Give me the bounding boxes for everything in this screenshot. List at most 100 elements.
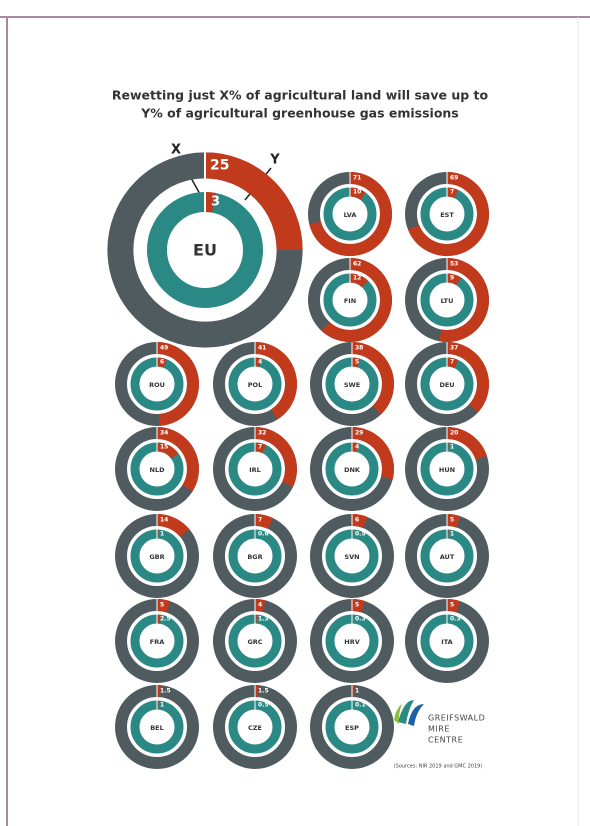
center [336,625,368,657]
outer-label: 1 [355,688,359,695]
center [141,625,173,657]
center [336,711,368,743]
outer-label: 20 [450,430,458,437]
inner-label: 12 [353,275,361,282]
outer-label: 49 [160,345,168,352]
center [141,368,173,400]
outer-label: 4 [258,602,262,609]
center [431,453,463,485]
outer-label: 69 [450,175,458,182]
inner-label: 4 [355,444,359,451]
center [334,198,366,230]
center [141,540,173,572]
inner-label: 3 [211,195,220,210]
outer-share [254,342,297,420]
donut-label: LTU [441,297,454,305]
donut-label: EST [440,211,454,219]
title-line: Y% of agricultural greenhouse gas emissi… [140,106,459,121]
center [239,540,271,572]
outer-label: 5 [355,602,359,609]
logo: GREIFSWALD MIRE CENTRE [394,700,485,745]
inner-label: 5 [355,359,359,366]
donut-label: ITA [441,638,452,646]
inner-label: 1 [160,702,164,709]
outer-label: 5 [450,602,454,609]
donut-label: AUT [440,553,455,561]
center [239,368,271,400]
inner-label: 0.1 [355,702,366,709]
logo-text: MIRE [428,725,450,734]
center [239,711,271,743]
center [141,711,173,743]
outer-label: 1.5 [160,688,171,695]
logo-text: GREIFSWALD [428,714,485,723]
outer-label: 29 [355,430,363,437]
title-line: Rewetting just X% of agricultural land w… [112,88,489,103]
center [431,368,463,400]
inner-label: 4 [258,359,262,366]
outer-share [351,427,394,480]
logo-icon [408,704,424,726]
donut-label: FIN [344,297,356,305]
center [431,625,463,657]
outer-label: 37 [450,345,458,352]
outer-share [446,342,489,413]
donut-label: GBR [149,553,164,561]
outer-share [156,427,199,492]
donut-label: HRV [344,638,359,646]
inner-label: 7 [450,189,454,196]
donut-label: FRA [150,638,164,646]
outer-label: 25 [210,157,229,173]
inner-label: 0.6 [258,531,269,538]
inner-label: 15 [160,444,168,451]
outer-share [407,172,489,256]
outer-share [439,258,489,342]
outer-share [351,342,394,415]
outer-label: 71 [353,175,361,182]
inner-label: 1.3 [258,616,269,623]
donut-label: NLD [150,466,166,474]
logo-text: CENTRE [428,736,463,745]
outer-label: 5 [160,602,164,609]
outer-label: 62 [353,261,361,268]
outer-label: 38 [355,345,363,352]
inner-label: 0.3 [355,616,366,623]
outer-label: 5 [450,517,454,524]
outer-label: 7 [258,517,262,524]
donut-label: ROU [149,381,165,389]
donut-label: EU [193,241,217,260]
inner-label: 0.5 [258,702,269,709]
inner-label: 1 [160,531,164,538]
center [336,368,368,400]
inner-label: 6 [160,359,164,366]
donut-label: HUN [439,466,455,474]
inner-share [156,442,179,459]
outer-label: 53 [450,261,458,268]
center [431,540,463,572]
outer-share [254,427,297,487]
outer-label: 1.5 [258,688,269,695]
donut-label: POL [248,381,262,389]
center [169,214,241,286]
donut-label: BEL [150,724,164,732]
logo-icon [398,700,414,724]
source: (Sources: NIR 2019 and GMC 2019) [394,764,483,770]
outer-label: 6 [355,517,359,524]
center [239,625,271,657]
outer-label: 41 [258,345,266,352]
center [336,453,368,485]
center [431,284,463,316]
center [141,453,173,485]
donut-label: DNK [344,466,361,474]
outer-label: 14 [160,517,168,524]
donut-label: GRC [247,638,262,646]
inner-label: 1 [450,444,454,451]
outer-share [156,514,190,538]
inner-label: 10 [353,189,361,196]
donut-label: DEU [439,381,454,389]
inner-label: 7 [258,444,262,451]
outer-share [204,152,303,251]
donut-label: LVA [344,211,357,219]
outer-share [321,258,392,342]
